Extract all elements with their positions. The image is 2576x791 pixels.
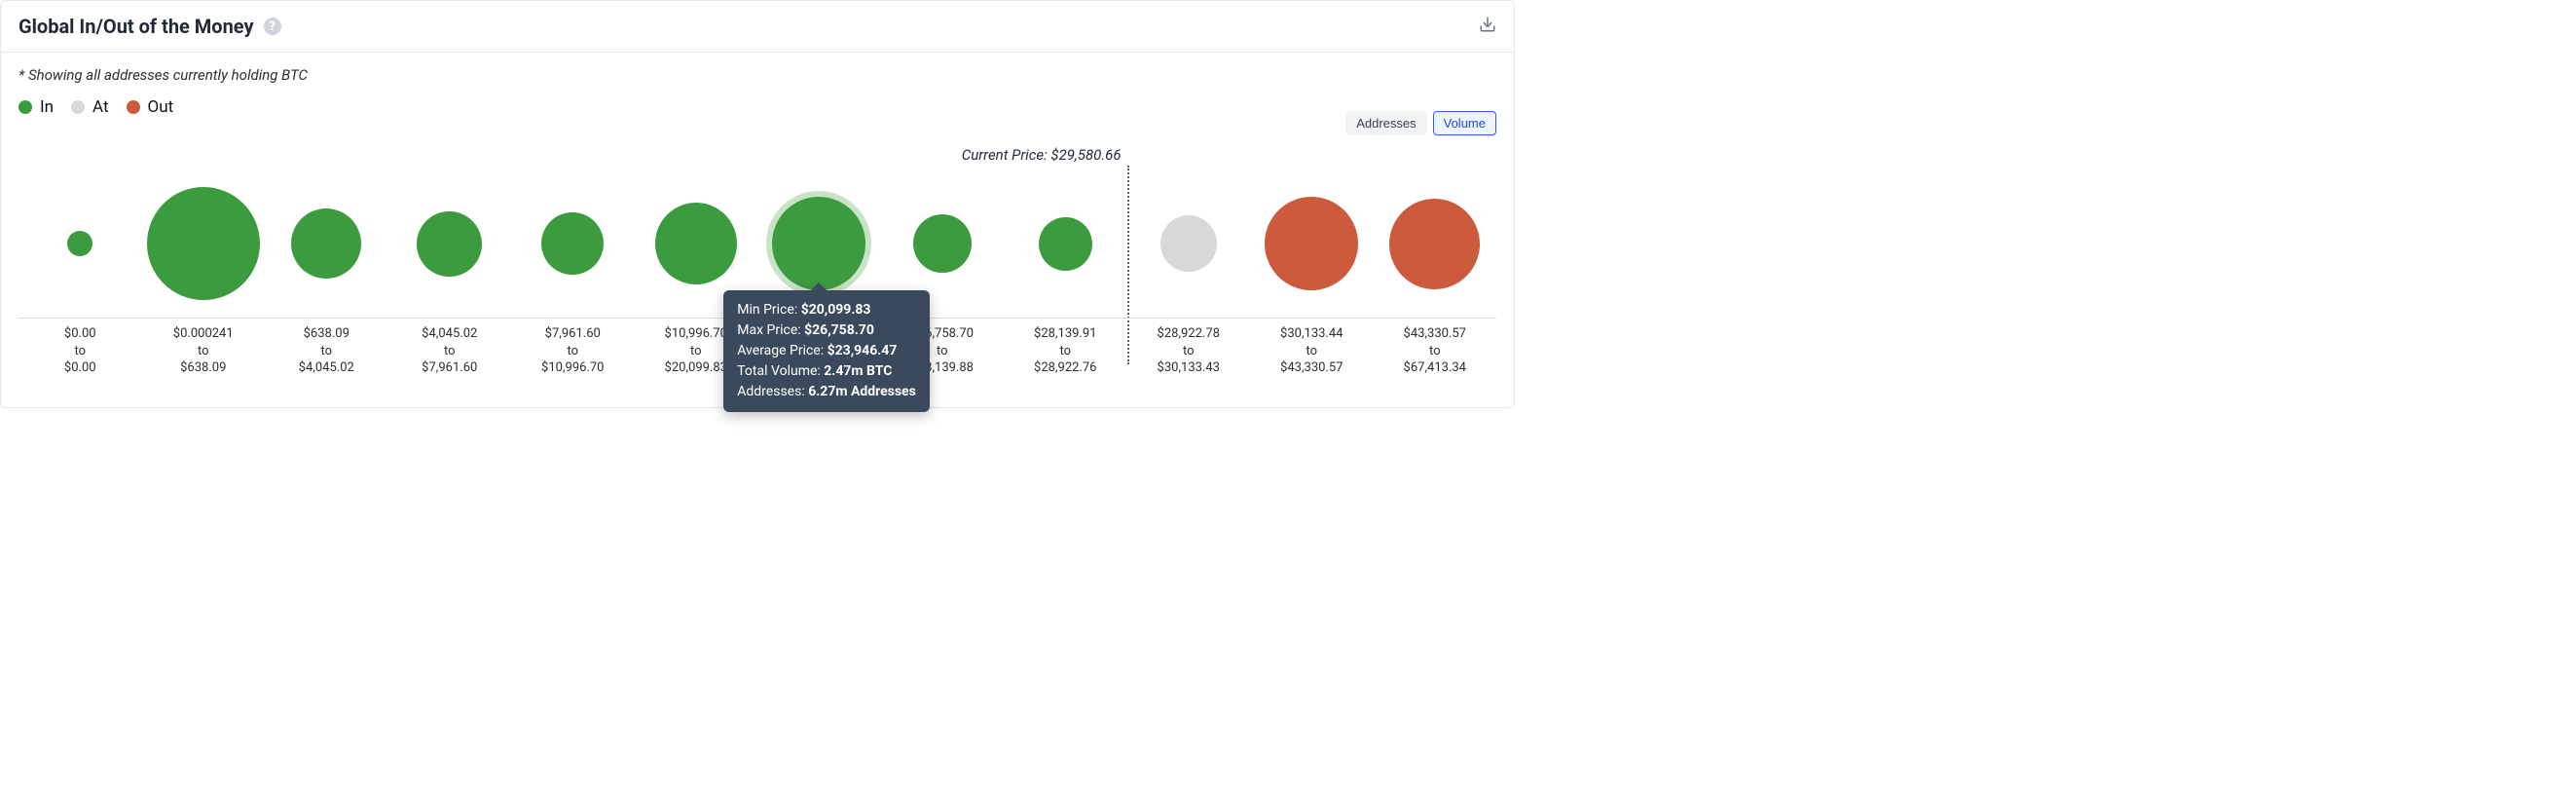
legend-label-in: In bbox=[40, 97, 54, 117]
legend-dot-out bbox=[127, 100, 140, 114]
card-body: * Showing all addresses currently holdin… bbox=[1, 53, 1514, 407]
bubble-cell[interactable] bbox=[142, 175, 266, 312]
bubble[interactable] bbox=[1265, 197, 1358, 290]
chart-area: In Current Price: $29,580.66 $0.00to$0.0… bbox=[18, 146, 1496, 399]
help-icon[interactable]: ? bbox=[264, 18, 281, 35]
xlabel: $638.09to$4,045.02 bbox=[265, 325, 388, 377]
toggle-volume-button[interactable]: Volume bbox=[1433, 111, 1496, 135]
xlabel: $30,133.44to$43,330.57 bbox=[1250, 325, 1374, 377]
xlabel: $0.000241to$638.09 bbox=[142, 325, 266, 377]
bubble[interactable] bbox=[772, 197, 865, 290]
tooltip: Min Price: $20,099.83Max Price: $26,758.… bbox=[723, 290, 930, 412]
download-icon[interactable] bbox=[1479, 16, 1496, 37]
legend-dot-at bbox=[71, 100, 85, 114]
bubble-cell[interactable] bbox=[265, 175, 388, 312]
bubble[interactable] bbox=[655, 203, 737, 284]
xlabel: $7,961.60to$10,996.70 bbox=[511, 325, 635, 377]
current-price-text: Current Price: bbox=[962, 146, 1048, 164]
bubble[interactable] bbox=[417, 211, 482, 277]
bubble[interactable] bbox=[913, 214, 972, 273]
xlabel: $28,139.91to$28,922.76 bbox=[1004, 325, 1127, 377]
bubble[interactable] bbox=[291, 208, 361, 279]
subtitle: * Showing all addresses currently holdin… bbox=[18, 66, 1496, 84]
legend-label-out: Out bbox=[148, 97, 174, 117]
xlabel: $4,045.02to$7,961.60 bbox=[388, 325, 512, 377]
bubble[interactable] bbox=[147, 187, 260, 300]
current-price-label: Current Price: $29,580.66 bbox=[962, 146, 1127, 164]
legend: In At Out bbox=[18, 97, 1496, 117]
bubble-cell[interactable] bbox=[1374, 175, 1497, 312]
legend-item-in[interactable]: In bbox=[18, 97, 54, 117]
toggle-addresses-button[interactable]: Addresses bbox=[1345, 111, 1426, 135]
current-price-value: $29,580.66 bbox=[1050, 146, 1121, 164]
page-title: Global In/Out of the Money bbox=[18, 15, 254, 38]
bubble-cell[interactable] bbox=[388, 175, 512, 312]
bubble-cell[interactable] bbox=[18, 175, 142, 312]
bubble[interactable] bbox=[67, 231, 92, 256]
giom-card: Global In/Out of the Money ? * Showing a… bbox=[0, 0, 1515, 408]
legend-item-out[interactable]: Out bbox=[127, 97, 174, 117]
legend-dot-in bbox=[18, 100, 32, 114]
card-header: Global In/Out of the Money ? bbox=[1, 1, 1514, 53]
bubble[interactable] bbox=[1389, 199, 1480, 289]
toggle-group: Addresses Volume bbox=[1345, 111, 1496, 135]
xlabel: $43,330.57to$67,413.34 bbox=[1374, 325, 1497, 377]
bubble-cell[interactable] bbox=[1250, 175, 1374, 312]
bubble[interactable] bbox=[541, 212, 604, 275]
bubble[interactable] bbox=[1160, 215, 1217, 272]
xlabel: $28,922.78to$30,133.43 bbox=[1127, 325, 1251, 377]
title-wrap: Global In/Out of the Money ? bbox=[18, 15, 281, 38]
legend-label-at: At bbox=[92, 97, 109, 117]
bubble-cell[interactable] bbox=[1004, 175, 1127, 312]
bubble-cell[interactable] bbox=[1127, 175, 1251, 312]
bubble-cell[interactable] bbox=[511, 175, 635, 312]
xlabel: $0.00to$0.00 bbox=[18, 325, 142, 377]
bubble[interactable] bbox=[1039, 217, 1092, 271]
legend-item-at[interactable]: At bbox=[71, 97, 109, 117]
